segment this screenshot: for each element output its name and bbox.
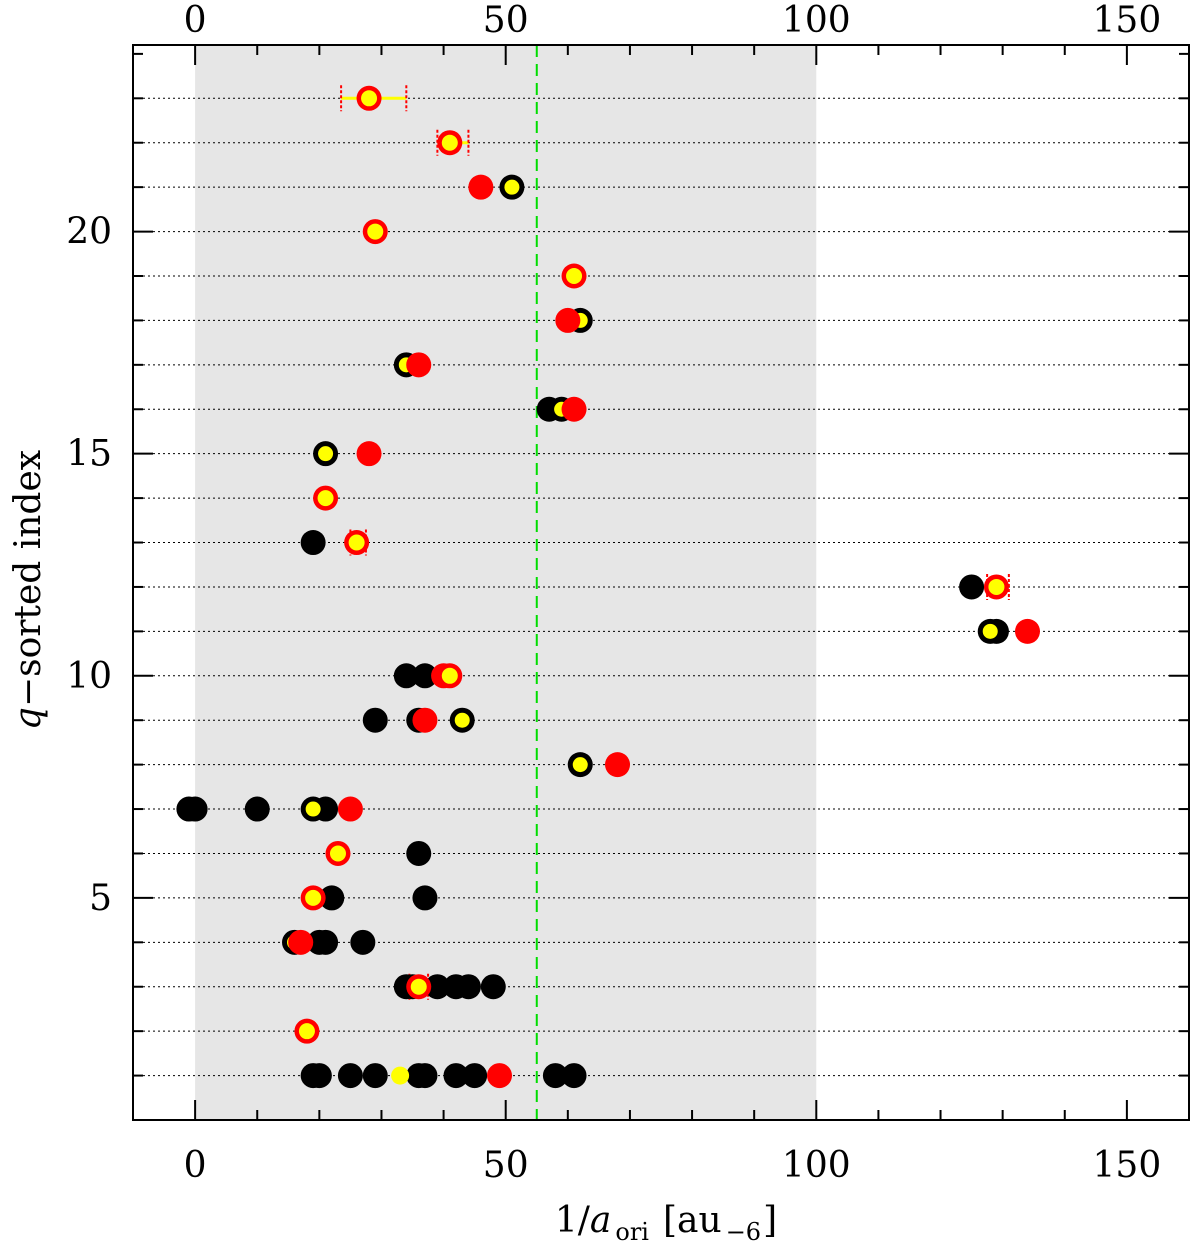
- y-tick-label: 10: [66, 656, 112, 697]
- data-points: [176, 85, 1040, 1089]
- point-ringed-black-core: [454, 712, 470, 728]
- point-ringed-red-core: [305, 889, 322, 906]
- point-red: [561, 396, 587, 422]
- point-ringed-red-core: [348, 534, 365, 551]
- point-black: [350, 929, 376, 955]
- top-x-tick-label: 0: [184, 0, 207, 41]
- point-ringed-black-core: [572, 757, 588, 773]
- point-ringed-red-core: [410, 978, 427, 995]
- point-black: [480, 974, 506, 1000]
- point-black: [306, 1063, 332, 1089]
- point-red: [337, 796, 363, 822]
- point-black: [561, 1063, 587, 1089]
- top-x-tick-label: 100: [782, 0, 851, 41]
- point-black: [455, 974, 481, 1000]
- point-ringed-red-core: [988, 578, 1005, 595]
- point-ringed-red-core: [329, 845, 346, 862]
- point-red: [605, 752, 631, 778]
- point-black: [319, 885, 345, 911]
- x-tick-label: 0: [184, 1145, 207, 1186]
- point-black: [337, 1063, 363, 1089]
- x-tick-label: 100: [782, 1145, 851, 1186]
- point-black: [412, 663, 438, 689]
- point-red: [468, 174, 494, 200]
- top-x-tick-label: 150: [1093, 0, 1162, 41]
- plot-frame: [132, 44, 1190, 1121]
- tick-labels: 0 50 100 150 0 50 100 150 5 10 15 20: [66, 0, 1161, 1186]
- point-black: [542, 1063, 568, 1089]
- y-tick-label: 5: [89, 878, 112, 919]
- point-black: [424, 974, 450, 1000]
- point-black: [244, 796, 270, 822]
- point-red: [555, 307, 581, 333]
- point-ringed-black-core: [504, 179, 520, 195]
- x-axis-title: 1/a ori [au −6]: [555, 1200, 777, 1246]
- point-black: [462, 1063, 488, 1089]
- point-red: [1014, 618, 1040, 644]
- y-tick-label: 15: [66, 434, 112, 475]
- point-ringed-red-core: [566, 267, 583, 284]
- point-yellow: [391, 1066, 410, 1085]
- y-axis-title: q−sorted index: [8, 450, 49, 730]
- top-x-tick-label: 50: [483, 0, 529, 41]
- y-tick-label: 20: [66, 212, 112, 253]
- x-tick-label: 50: [483, 1145, 529, 1186]
- point-black: [300, 530, 326, 556]
- horizontal-gridlines: [133, 97, 1189, 1077]
- shaded-region: [195, 45, 817, 1120]
- point-black: [393, 663, 419, 689]
- point-black: [959, 574, 985, 600]
- point-black: [412, 1063, 438, 1089]
- point-ringed-red-core: [317, 490, 334, 507]
- point-black: [412, 885, 438, 911]
- point-ringed-red-core: [367, 223, 384, 240]
- x-tick-label: 150: [1093, 1145, 1162, 1186]
- point-black: [362, 707, 388, 733]
- point-black: [362, 1063, 388, 1089]
- point-ringed-red-core: [441, 134, 458, 151]
- shaded-band: [195, 45, 817, 1120]
- point-red: [288, 929, 314, 955]
- point-black: [182, 796, 208, 822]
- point-ringed-black-core: [318, 446, 334, 462]
- point-red: [486, 1063, 512, 1089]
- point-ringed-red-core: [361, 90, 378, 107]
- point-red: [412, 707, 438, 733]
- point-red: [406, 352, 432, 378]
- point-red: [356, 441, 382, 467]
- axis-ticks: [132, 45, 1190, 1120]
- point-black: [313, 929, 339, 955]
- point-ringed-black-core: [982, 623, 998, 639]
- point-ringed-red-core: [298, 1023, 315, 1040]
- point-ringed-red-core: [441, 667, 458, 684]
- point-ringed-black-core: [305, 801, 321, 817]
- point-black: [443, 1063, 469, 1089]
- point-black: [406, 840, 432, 866]
